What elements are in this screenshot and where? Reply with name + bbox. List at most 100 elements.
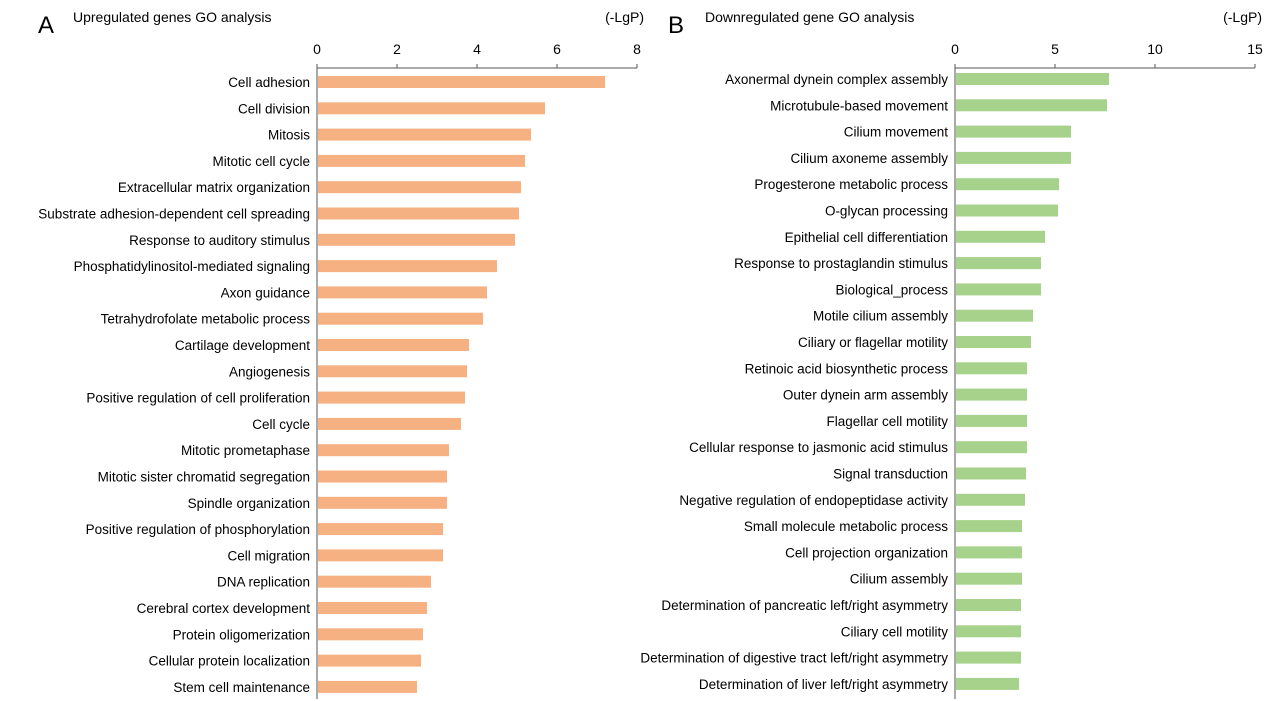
- panel-b-category-label: Cellular response to jasmonic acid stimu…: [689, 440, 948, 455]
- panel-b-bar: [956, 441, 1027, 454]
- panel-a-category-label: Mitotic sister chromatid segregation: [98, 470, 310, 485]
- panel-b-category-label: O-glycan processing: [825, 204, 948, 219]
- panel-b-category-label: Ciliary or flagellar motility: [798, 335, 948, 350]
- panel-b-bar: [956, 546, 1022, 559]
- panel-b-category-label: Retinoic acid biosynthetic process: [745, 361, 949, 376]
- panel-b-category-label: Cilium assembly: [850, 572, 949, 587]
- panel-a-category-label: Mitotic prometaphase: [181, 443, 310, 458]
- panel-a-category-label: Stem cell maintenance: [173, 680, 310, 695]
- panel-a-category-label: Cell adhesion: [228, 75, 310, 90]
- panel-a-bar: [318, 417, 461, 430]
- panel-b-bar: [956, 572, 1022, 585]
- panel-b-category-label: Biological_process: [835, 282, 948, 297]
- panel-b-bar: [956, 677, 1019, 690]
- panel-a-bars: [318, 76, 605, 693]
- panel-b-axes: [954, 64, 1256, 699]
- panel-a-bar: [318, 654, 421, 667]
- panel-b-category-label: Ciliary cell motility: [841, 624, 949, 639]
- panel-b-bars: [956, 73, 1109, 690]
- panel-b-category-label: Microtubule-based movement: [770, 98, 948, 113]
- panel-b-x-ticks: 0 5 10 15: [951, 41, 1263, 57]
- panel-b-bar: [956, 520, 1022, 533]
- panel-b-category-label: Epithelial cell differentiation: [785, 230, 948, 245]
- panel-a-bar: [318, 444, 449, 457]
- panel-b-category-label: Cilium movement: [844, 125, 949, 140]
- panel-a-category-label: Positive regulation of phosphorylation: [86, 522, 310, 537]
- panel-a-category-labels: Cell adhesion Cell division Mitosis Mitotic…: [38, 75, 310, 695]
- panel-a-bar: [318, 628, 423, 641]
- panel-b-tick-label: 15: [1247, 41, 1263, 57]
- panel-b-category-label: Cilium axoneme assembly: [790, 151, 948, 166]
- panel-a-bar: [318, 391, 465, 404]
- panel-b-bar: [956, 125, 1071, 138]
- panel-b-bar: [956, 151, 1071, 164]
- panel-a-bar: [318, 286, 487, 299]
- panel-a-tick-label: 8: [633, 41, 641, 57]
- panel-b-category-label: Response to prostaglandin stimulus: [734, 256, 948, 271]
- panel-a-category-label: Substrate adhesion-dependent cell spread…: [38, 207, 310, 222]
- panel-a-bar: [318, 470, 447, 483]
- panel-b-bar: [956, 336, 1031, 348]
- panel-a-category-label: Mitosis: [268, 128, 310, 143]
- panel-b-bar: [956, 493, 1025, 506]
- panel-a-category-label: Cell division: [238, 101, 310, 116]
- panel-a-category-label: DNA replication: [217, 575, 310, 590]
- panel-b-bar: [956, 283, 1041, 296]
- panel-b-category-labels: Axonermal dynein complex assembly Microtu…: [640, 72, 948, 692]
- panel-b-tick-label: 10: [1147, 41, 1163, 57]
- panel-b-bar: [956, 388, 1027, 401]
- panel-a-tick-label: 6: [553, 41, 561, 57]
- panel-a-category-label: Protein oligomerization: [173, 627, 310, 642]
- panel-a-bar: [318, 312, 483, 325]
- panel-a-category-label: Response to auditory stimulus: [129, 233, 310, 248]
- panel-b-category-label: Determination of liver left/right asymme…: [699, 677, 948, 692]
- panel-b-category-label: Axonermal dynein complex assembly: [725, 72, 948, 87]
- panel-b-bar: [956, 414, 1027, 427]
- panel-a-category-label: Angiogenesis: [229, 364, 310, 379]
- panel-a-title: Upregulated genes GO analysis: [73, 9, 271, 25]
- panel-a-bar: [318, 260, 497, 273]
- panel-b-category-label: Outer dynein arm assembly: [783, 388, 948, 403]
- panel-a-category-label: Cartilage development: [175, 338, 310, 353]
- panel-a-bar: [318, 680, 417, 693]
- panel-a-tick-label: 4: [473, 41, 481, 57]
- panel-b-unit-label: (-LgP): [1223, 9, 1262, 25]
- panel-a-tick-label: 0: [313, 41, 321, 57]
- panel-a-bar: [318, 602, 427, 614]
- panel-b-letter: B: [668, 12, 684, 39]
- panel-b-category-label: Flagellar cell motility: [826, 414, 948, 429]
- panel-a-category-label: Cell cycle: [252, 417, 310, 432]
- panel-a-bar: [318, 496, 447, 509]
- panel-b-bar: [956, 99, 1107, 112]
- panel-a-bar: [318, 233, 515, 246]
- panel-b-category-label: Progesterone metabolic process: [754, 177, 948, 192]
- panel-a-category-label: Positive regulation of cell proliferatio…: [86, 391, 310, 406]
- panel-b-bar: [956, 309, 1033, 322]
- panel-a-category-label: Axon guidance: [221, 285, 310, 300]
- panel-b-title: Downregulated gene GO analysis: [705, 9, 914, 25]
- panel-a-axes: [316, 64, 638, 699]
- panel-a-category-label: Cellular protein localization: [149, 654, 310, 669]
- panel-a-bar: [318, 339, 469, 351]
- panel-b-bar: [956, 651, 1021, 664]
- panel-b-bar: [956, 257, 1041, 270]
- panel-a-letter: A: [38, 12, 54, 39]
- panel-b-category-label: Negative regulation of endopeptidase act…: [679, 493, 948, 508]
- panel-b-tick-label: 0: [951, 41, 959, 57]
- panel-a-category-label: Mitotic cell cycle: [212, 154, 310, 169]
- panel-a-category-label: Extracellular matrix organization: [118, 180, 310, 195]
- panel-a-bar: [318, 523, 443, 536]
- panel-a-bar: [318, 102, 545, 115]
- panel-b-bar: [956, 73, 1109, 85]
- panel-b-tick-label: 5: [1051, 41, 1059, 57]
- panel-a-category-label: Cell migration: [227, 548, 310, 563]
- panel-b-bar: [956, 362, 1027, 375]
- panel-a-x-ticks: 0 2 4 6 8: [313, 41, 641, 57]
- panel-b-bar: [956, 178, 1059, 191]
- panel-a-tick-label: 2: [393, 41, 401, 57]
- panel-b-downregulated: B Downregulated gene GO analysis (-LgP) …: [640, 9, 1263, 699]
- panel-a-category-label: Spindle organization: [188, 496, 310, 511]
- panel-b-bar: [956, 204, 1058, 217]
- panel-a-category-label: Phosphatidylinositol-mediated signaling: [74, 259, 310, 274]
